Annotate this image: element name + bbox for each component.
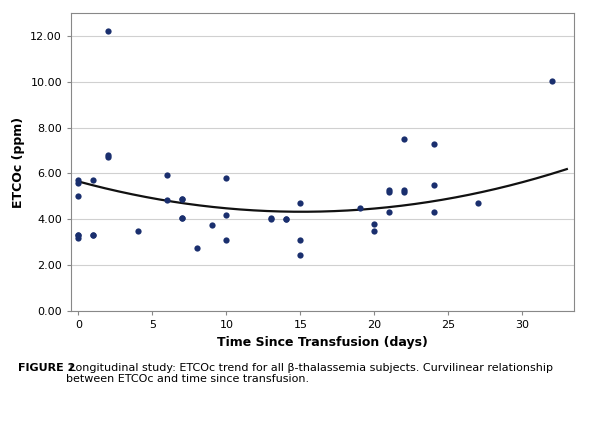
Text: Longitudinal study: ETCOc trend for all β-thalassemia subjects. Curvilinear rela: Longitudinal study: ETCOc trend for all … xyxy=(66,363,554,384)
Point xyxy=(207,222,217,229)
Point xyxy=(178,215,187,222)
Point xyxy=(429,181,439,188)
Point xyxy=(385,188,394,195)
Point xyxy=(281,216,290,223)
Point xyxy=(73,232,83,239)
Point xyxy=(385,209,394,216)
Point xyxy=(162,171,172,178)
Point xyxy=(547,77,556,84)
Point xyxy=(178,195,187,202)
Point xyxy=(474,200,483,207)
Point xyxy=(133,227,142,234)
Point xyxy=(73,179,83,186)
Point xyxy=(429,209,439,216)
Point xyxy=(73,177,83,184)
X-axis label: Time Since Transfusion (days): Time Since Transfusion (days) xyxy=(217,336,428,349)
Text: FIGURE 2: FIGURE 2 xyxy=(18,363,75,373)
Point xyxy=(103,28,112,35)
Point xyxy=(266,215,276,222)
Point xyxy=(400,186,409,193)
Point xyxy=(162,197,172,203)
Point xyxy=(296,200,305,207)
Y-axis label: ETCOc (ppm): ETCOc (ppm) xyxy=(12,117,25,207)
Point xyxy=(296,251,305,258)
Point xyxy=(385,186,394,193)
Point xyxy=(73,234,83,241)
Point xyxy=(400,188,409,195)
Point xyxy=(221,236,231,243)
Point xyxy=(89,232,98,239)
Point xyxy=(73,193,83,200)
Point xyxy=(103,154,112,161)
Point xyxy=(103,152,112,159)
Point xyxy=(369,227,379,234)
Point xyxy=(369,220,379,227)
Point xyxy=(178,215,187,222)
Point xyxy=(73,232,83,239)
Point xyxy=(178,195,187,202)
Point xyxy=(296,236,305,243)
Point xyxy=(266,216,276,223)
Point xyxy=(355,204,365,211)
Point xyxy=(400,136,409,143)
Point xyxy=(192,245,201,251)
Point xyxy=(89,232,98,239)
Point xyxy=(221,175,231,181)
Point xyxy=(281,216,290,223)
Point xyxy=(429,140,439,147)
Point xyxy=(89,177,98,184)
Point xyxy=(221,211,231,218)
